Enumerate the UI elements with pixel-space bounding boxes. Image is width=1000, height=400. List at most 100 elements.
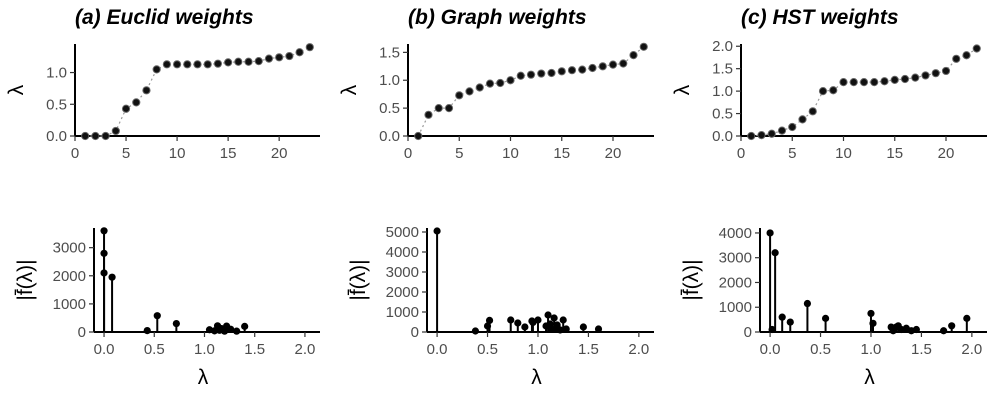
data-point	[880, 77, 889, 86]
stem-point	[100, 269, 108, 277]
y-tick-label: 0	[411, 324, 419, 341]
y-tick-label: 1000	[53, 296, 86, 313]
data-point	[747, 131, 756, 141]
chart-panel-4: 0.0 0.5 1.0 1.5 2.0 0 1000 2000 3000 4000 5000 |f̄(…	[347, 224, 654, 389]
stem-point	[912, 325, 920, 334]
y-tick-label: 3000	[53, 240, 86, 257]
y-tick-label: 1.0	[46, 65, 67, 82]
y-tick-label: 2000	[53, 268, 86, 285]
x-tick-label: 10	[835, 145, 852, 162]
data-point	[608, 60, 618, 69]
stem-point	[227, 325, 235, 333]
y-tick-label: 0.0	[712, 128, 733, 145]
stem-point	[233, 327, 241, 335]
y-tick-label: 4000	[386, 244, 419, 261]
y-axis-title: |f̄(λ)|	[680, 259, 703, 300]
data-point	[547, 68, 556, 78]
data-point	[81, 131, 90, 141]
x-tick-label: 0.5	[477, 341, 498, 358]
x-tick-label: 0.5	[810, 341, 831, 358]
data-point	[203, 60, 212, 69]
x-axis-title: λ	[198, 366, 209, 389]
stem-point	[521, 323, 529, 331]
x-tick-label: 10	[502, 145, 519, 162]
data-point	[91, 131, 100, 141]
data-point	[931, 69, 940, 78]
y-tick-label: 1000	[386, 304, 419, 321]
x-tick-label: 5	[788, 145, 796, 162]
y-axis-title: λ	[671, 84, 694, 95]
data-point	[183, 60, 192, 69]
data-point	[414, 131, 423, 141]
stem-point	[768, 325, 776, 334]
y-tick-label: 2000	[719, 274, 752, 291]
data-point	[972, 44, 981, 53]
data-point	[859, 78, 869, 87]
stem-point	[507, 316, 515, 324]
data-point	[849, 78, 858, 87]
data-point	[424, 110, 433, 119]
data-point	[962, 51, 971, 60]
data-point	[434, 104, 443, 113]
stem-point	[153, 312, 161, 320]
stem-point	[559, 316, 567, 324]
stem-point	[940, 327, 948, 335]
y-tick-label: 0.5	[379, 100, 400, 117]
y-axis-title: |f̄(λ)|	[347, 259, 370, 300]
data-point	[496, 78, 505, 88]
stem-point	[108, 273, 116, 281]
y-tick-label: 0.5	[46, 96, 67, 113]
data-point	[767, 129, 776, 138]
x-tick-label: 5	[455, 145, 463, 162]
x-axis-title: λ	[531, 366, 542, 389]
x-tick-label: 1.5	[911, 341, 932, 358]
data-point	[121, 104, 131, 113]
data-point	[213, 59, 223, 68]
y-tick-label: 0	[78, 324, 86, 341]
stem-point	[963, 314, 971, 322]
x-tick-label: 1.0	[861, 341, 882, 358]
x-tick-label: 0.0	[427, 341, 448, 358]
y-tick-label: 0.5	[712, 106, 733, 123]
data-point	[285, 51, 294, 61]
panel-title-c: (c) HST weights	[741, 6, 899, 29]
data-point	[172, 60, 182, 69]
data-point	[132, 98, 141, 107]
x-axis-title: λ	[864, 366, 875, 389]
data-point	[193, 60, 202, 69]
series-line	[417, 46, 645, 137]
x-tick-label: 1.0	[194, 341, 215, 358]
data-point	[757, 131, 766, 140]
x-tick-label: 20	[938, 145, 955, 162]
data-point	[578, 65, 587, 74]
data-point	[798, 115, 807, 124]
stem-point	[485, 316, 494, 324]
stem-point	[534, 316, 542, 324]
data-point	[870, 78, 879, 87]
stem-point	[821, 314, 830, 322]
y-tick-label: 2.0	[712, 38, 733, 55]
data-point	[900, 74, 910, 84]
y-tick-label: 4000	[719, 225, 752, 242]
data-point	[485, 79, 495, 88]
stem-point	[778, 313, 786, 321]
stem-point	[556, 326, 564, 334]
x-tick-label: 1.5	[244, 341, 265, 358]
x-tick-label: 15	[553, 145, 570, 162]
stem-point	[562, 325, 570, 333]
stem-point	[544, 311, 552, 319]
data-point	[455, 91, 464, 100]
data-point	[526, 70, 536, 79]
stem-point	[869, 319, 877, 327]
x-tick-label: 2.0	[628, 341, 649, 358]
stem-point	[803, 299, 812, 308]
y-tick-label: 2000	[386, 284, 419, 301]
stem-point	[514, 319, 522, 327]
y-axis-title: λ	[338, 84, 361, 95]
data-point	[890, 75, 899, 85]
data-point	[921, 71, 930, 80]
data-point	[941, 66, 951, 76]
x-tick-label: 0	[737, 145, 745, 162]
data-point	[818, 87, 828, 96]
